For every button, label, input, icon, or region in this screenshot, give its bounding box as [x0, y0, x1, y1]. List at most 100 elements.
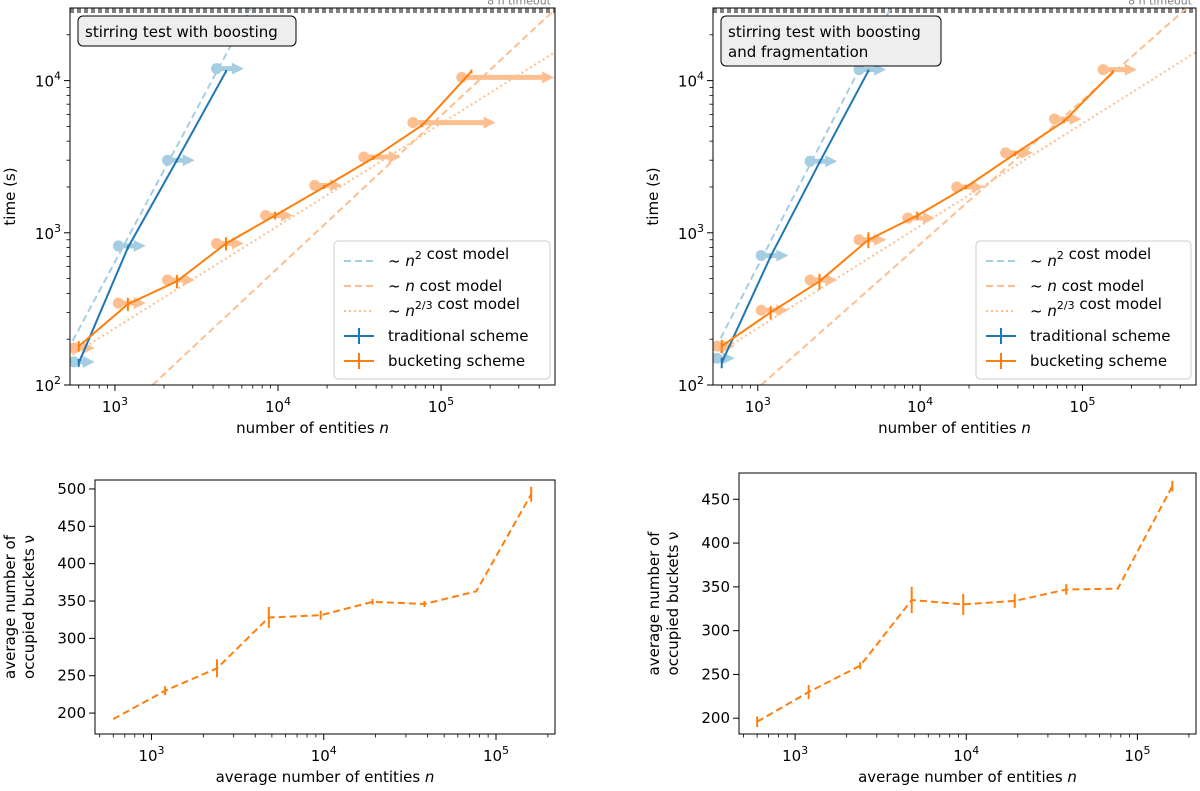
y-tick-label: 400 — [701, 534, 730, 552]
wall-clock-arrowhead-1 — [133, 239, 146, 252]
y-axis-label-line: occupied buckets ν — [20, 535, 38, 679]
axes-frame — [69, 7, 556, 386]
wall-clock-point-11 — [407, 117, 419, 129]
y-tick-label: 104 — [35, 70, 61, 91]
series-line-traditional-scheme — [77, 70, 227, 364]
legend-label: ~ n2/3 cost model — [388, 295, 520, 320]
plot-area — [70, 8, 555, 385]
x-axis-label: number of entities n — [236, 419, 389, 437]
y-tick-label: 450 — [701, 490, 730, 508]
chart-top-right: 8 h timeout 103 104 105 102 103 104 number of e… — [644, 0, 1197, 437]
axes-frame — [94, 479, 556, 735]
legend: ~ n2 cost model ~ n cost model~ n2/3 cost… — [333, 240, 551, 380]
y-axis-label: time (s) — [1, 167, 19, 225]
wall-clock-point-9 — [309, 179, 321, 191]
model-line-1 — [151, 8, 555, 385]
x-tick-label: 105 — [1124, 744, 1150, 765]
wall-clock-arrowhead-12 — [542, 71, 555, 84]
wall-clock-point-10 — [1000, 147, 1012, 159]
plot-area — [112, 486, 533, 720]
y-tick-label: 400 — [57, 555, 86, 573]
legend-label: ~ n2 cost model — [388, 245, 509, 270]
wall-clock-point-2 — [161, 154, 173, 166]
legend-label: ~ n2 cost model — [1030, 245, 1151, 270]
series-line-bucketing-scheme — [756, 485, 1174, 723]
wall-clock-arrowhead-3 — [874, 63, 887, 76]
wall-clock-point-3 — [853, 64, 865, 76]
legend-label: traditional scheme — [388, 327, 528, 345]
legend-label: ~ n cost model — [1030, 277, 1144, 295]
series-line-traditional-scheme — [720, 70, 870, 364]
wall-clock-arrowhead-11 — [1069, 112, 1082, 125]
y-axis-label-line: average number of — [1, 534, 19, 679]
legend-label: bucketing scheme — [1030, 352, 1167, 370]
wall-clock-arrowhead-3 — [231, 62, 244, 75]
wall-clock-arrowhead-12 — [1124, 63, 1137, 76]
x-tick-label: 103 — [102, 395, 128, 416]
title-box-line: and fragmentation — [728, 43, 868, 61]
wall-clock-arrowhead-0 — [82, 355, 95, 368]
wall-clock-point-0 — [713, 352, 723, 364]
wall-clock-arrowhead-6 — [182, 273, 195, 286]
x-tick-label: 104 — [953, 744, 979, 765]
legend-label: bucketing scheme — [388, 352, 525, 370]
y-tick-label: 450 — [57, 517, 86, 535]
chart-top-left: 8 h timeout 103 104 105 102 103 104 number of e… — [1, 0, 556, 437]
x-tick-label: 103 — [782, 744, 808, 765]
model-line-1 — [760, 8, 1189, 385]
y-axis-label: time (s) — [644, 167, 662, 225]
wall-clock-point-7 — [211, 238, 223, 250]
x-tick-label: 103 — [745, 395, 771, 416]
y-tick-label: 102 — [35, 374, 61, 395]
wall-clock-point-12 — [1097, 64, 1109, 76]
x-tick-label: 103 — [138, 744, 164, 765]
wall-clock-arrowhead-10 — [388, 150, 401, 163]
x-tick-label: 105 — [428, 395, 454, 416]
y-tick-label: 250 — [57, 667, 86, 685]
y-axis-label-line: occupied buckets ν — [664, 532, 682, 676]
wall-clock-point-3 — [211, 63, 223, 75]
axes-frame — [738, 472, 1197, 735]
wall-clock-point-6 — [161, 274, 173, 286]
y-tick-label: 104 — [678, 70, 704, 91]
wall-clock-arrowhead-2 — [182, 154, 195, 167]
wall-clock-arrowhead-7 — [231, 237, 244, 250]
wall-clock-arrowhead-10 — [1020, 146, 1033, 159]
wall-clock-arrowhead-6 — [825, 273, 838, 286]
wall-clock-arrowhead-7 — [874, 233, 887, 246]
chart-bottom-right: 103 104 105 200 250 300 350 400 450 average numbe… — [645, 472, 1197, 786]
x-tick-label: 104 — [311, 744, 337, 765]
y-tick-label: 350 — [701, 578, 730, 596]
x-tick-label: 104 — [265, 395, 291, 416]
wall-clock-arrowhead-1 — [776, 249, 789, 262]
legend-label: traditional scheme — [1030, 327, 1170, 345]
x-tick-label: 104 — [907, 395, 933, 416]
y-tick-label: 103 — [678, 222, 704, 243]
wall-clock-arrowhead-8 — [922, 212, 935, 225]
title-box-line: stirring test with boosting — [85, 23, 278, 41]
y-tick-label: 300 — [57, 629, 86, 647]
axes-frame — [712, 7, 1197, 386]
x-axis-label: average number of entities n — [858, 768, 1077, 786]
x-tick-label: 105 — [483, 744, 509, 765]
y-tick-label: 300 — [701, 622, 730, 640]
wall-clock-point-5 — [755, 304, 767, 316]
y-tick-label: 500 — [57, 480, 86, 498]
wall-clock-arrowhead-8 — [280, 209, 293, 222]
legend-label: ~ n2/3 cost model — [1030, 295, 1162, 320]
wall-clock-arrowhead-2 — [825, 155, 838, 168]
wall-clock-arrowhead-11 — [483, 116, 496, 129]
wall-clock-point-5 — [112, 297, 124, 309]
plot-area — [713, 8, 1196, 385]
timeout-label: 8 h timeout — [487, 0, 552, 8]
x-tick-label: 105 — [1069, 395, 1095, 416]
model-line-0 — [71, 8, 253, 342]
wall-clock-arrowhead-9 — [971, 180, 984, 193]
wall-clock-point-10 — [358, 151, 370, 163]
timeout-label: 8 h timeout — [1128, 0, 1193, 8]
title-box — [720, 15, 942, 67]
title-box-line: stirring test with boosting — [728, 23, 921, 41]
x-axis-label: number of entities n — [878, 419, 1031, 437]
y-tick-label: 102 — [678, 374, 704, 395]
